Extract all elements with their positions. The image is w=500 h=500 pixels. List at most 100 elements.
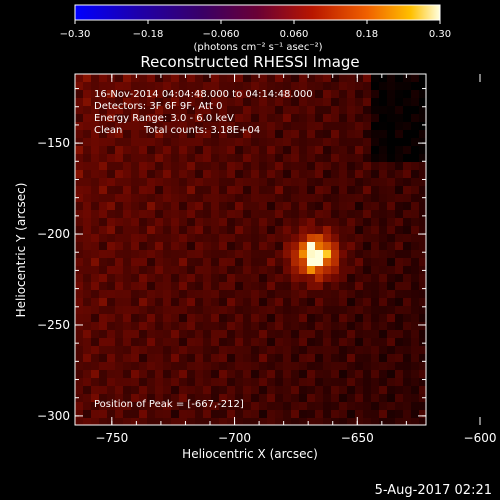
heatmap-cell xyxy=(347,162,355,170)
heatmap-cell xyxy=(379,98,387,106)
heatmap-cell xyxy=(275,186,283,194)
footer-date: 5-Aug-2017 02:21 xyxy=(375,483,492,498)
heatmap-cell xyxy=(331,298,339,306)
heatmap-cell xyxy=(123,402,131,410)
heatmap-cell xyxy=(291,354,299,362)
heatmap-cell xyxy=(419,178,426,186)
heatmap-cell xyxy=(307,114,315,122)
heatmap-cell xyxy=(243,146,251,154)
heatmap-cell xyxy=(195,178,203,186)
heatmap-cell xyxy=(283,394,291,402)
heatmap-cell xyxy=(115,290,123,298)
heatmap-cell xyxy=(411,402,419,410)
heatmap-cell xyxy=(179,354,187,362)
heatmap-cell xyxy=(395,258,403,266)
heatmap-cell xyxy=(211,90,219,98)
heatmap-cell xyxy=(403,250,411,258)
heatmap-cell xyxy=(235,362,243,370)
heatmap-cell xyxy=(155,186,163,194)
heatmap-cell xyxy=(99,394,107,402)
heatmap-cell xyxy=(347,106,355,114)
heatmap-cell xyxy=(147,122,155,130)
heatmap-cell xyxy=(251,138,259,146)
heatmap-cell xyxy=(331,402,339,410)
heatmap-cell xyxy=(107,418,115,425)
heatmap-cell xyxy=(99,90,107,98)
heatmap-cell xyxy=(227,114,235,122)
heatmap-cell xyxy=(419,386,426,394)
heatmap-cell xyxy=(283,330,291,338)
heatmap-cell xyxy=(347,226,355,234)
heatmap-cell xyxy=(251,194,259,202)
heatmap-cell xyxy=(315,138,323,146)
heatmap-cell xyxy=(291,250,299,258)
heatmap-cell xyxy=(307,138,315,146)
heatmap-cell xyxy=(347,210,355,218)
heatmap-cell xyxy=(235,386,243,394)
heatmap-cell xyxy=(163,298,171,306)
heatmap-cell xyxy=(347,74,355,82)
heatmap-cell xyxy=(163,274,171,282)
heatmap-cell xyxy=(411,202,419,210)
heatmap-cell xyxy=(243,202,251,210)
heatmap-cell xyxy=(219,154,227,162)
heatmap-cell xyxy=(411,162,419,170)
heatmap-cell xyxy=(315,194,323,202)
heatmap-cell xyxy=(195,218,203,226)
heatmap-cell xyxy=(355,218,363,226)
heatmap-cell xyxy=(275,242,283,250)
heatmap-cell xyxy=(107,402,115,410)
heatmap-cell xyxy=(99,274,107,282)
heatmap-cell xyxy=(275,194,283,202)
heatmap-cell xyxy=(267,122,275,130)
heatmap-cell xyxy=(211,234,219,242)
heatmap-cell xyxy=(411,242,419,250)
heatmap-cell xyxy=(179,402,187,410)
heatmap-cell xyxy=(179,266,187,274)
heatmap-cell xyxy=(395,250,403,258)
heatmap-cell xyxy=(243,386,251,394)
heatmap-cell xyxy=(395,314,403,322)
heatmap-cell xyxy=(107,226,115,234)
heatmap-cell xyxy=(291,418,299,425)
heatmap-cell xyxy=(251,106,259,114)
heatmap-cell xyxy=(107,370,115,378)
heatmap-cell xyxy=(75,98,83,106)
heatmap-cell xyxy=(339,146,347,154)
heatmap-cell xyxy=(211,218,219,226)
heatmap-cell xyxy=(323,242,331,250)
heatmap-cell xyxy=(371,98,379,106)
heatmap-cell xyxy=(363,370,371,378)
heatmap-cell xyxy=(235,202,243,210)
heatmap-cell xyxy=(323,122,331,130)
heatmap-cell xyxy=(91,90,99,98)
heatmap-cell xyxy=(299,242,307,250)
heatmap-cell xyxy=(91,346,99,354)
heatmap-cell xyxy=(355,146,363,154)
heatmap-cell xyxy=(339,170,347,178)
heatmap-cell xyxy=(267,418,275,425)
heatmap-image xyxy=(75,74,426,425)
heatmap-cell xyxy=(331,130,339,138)
heatmap-cell xyxy=(323,378,331,386)
heatmap-cell xyxy=(171,202,179,210)
heatmap-cell xyxy=(163,266,171,274)
heatmap-cell xyxy=(267,114,275,122)
heatmap-cell xyxy=(203,266,211,274)
heatmap-cell xyxy=(419,338,426,346)
heatmap-cell xyxy=(339,306,347,314)
heatmap-cell xyxy=(275,394,283,402)
heatmap-cell xyxy=(347,178,355,186)
heatmap-cell xyxy=(131,122,139,130)
heatmap-cell xyxy=(115,378,123,386)
heatmap-cell xyxy=(123,362,131,370)
heatmap-cell xyxy=(163,106,171,114)
heatmap-cell xyxy=(267,338,275,346)
heatmap-cell xyxy=(315,330,323,338)
heatmap-cell xyxy=(75,218,83,226)
heatmap-cell xyxy=(75,74,83,82)
heatmap-cell xyxy=(187,274,195,282)
heatmap-cell xyxy=(211,226,219,234)
colorbar-unit-label: (photons cm⁻² s⁻¹ asec⁻²) xyxy=(193,42,322,53)
heatmap-cell xyxy=(227,386,235,394)
